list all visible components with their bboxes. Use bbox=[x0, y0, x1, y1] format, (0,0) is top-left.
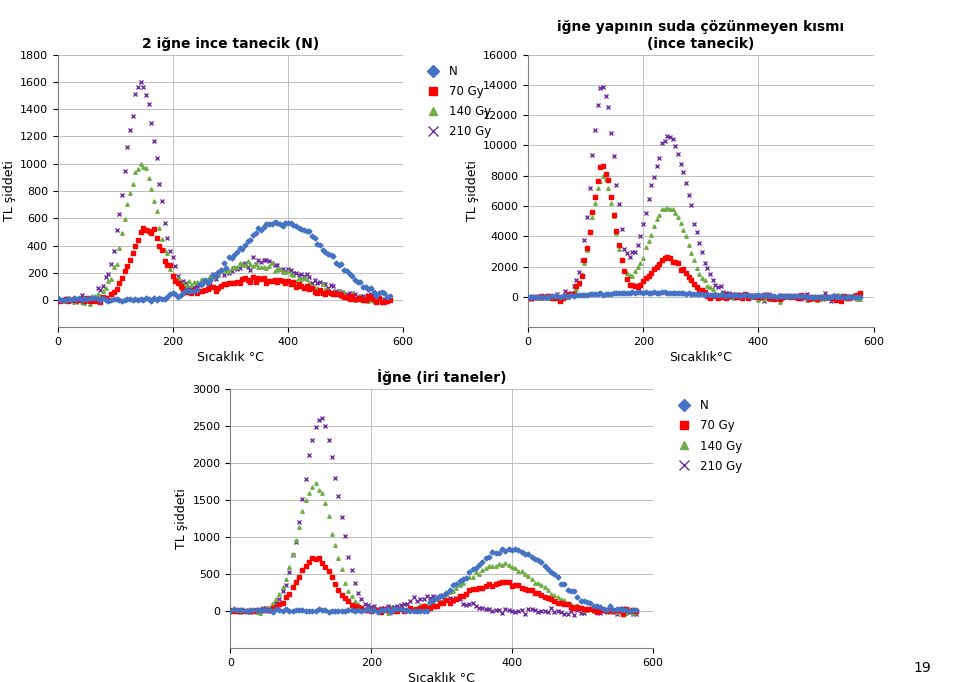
Legend: N, 70 Gy, 140 Gy, 210 Gy: N, 70 Gy, 140 Gy, 210 Gy bbox=[667, 395, 747, 477]
Title: 2 iğne ince tanecik (N): 2 iğne ince tanecik (N) bbox=[142, 37, 319, 50]
Y-axis label: TL şiddeti: TL şiddeti bbox=[466, 160, 479, 222]
Legend: N, 70 Gy, 140 Gy, 210 Gy: N, 70 Gy, 140 Gy, 210 Gy bbox=[416, 61, 496, 143]
X-axis label: Sıcaklık °C: Sıcaklık °C bbox=[408, 672, 475, 682]
Title: iğne yapının suda çözünmeyen kısmı
(ince tanecik): iğne yapının suda çözünmeyen kısmı (ince… bbox=[557, 20, 845, 50]
Text: 19: 19 bbox=[914, 661, 931, 675]
X-axis label: Sıcaklık°C: Sıcaklık°C bbox=[669, 351, 732, 364]
X-axis label: Sıcaklık °C: Sıcaklık °C bbox=[197, 351, 264, 364]
Title: İğne (iri taneler): İğne (iri taneler) bbox=[377, 369, 506, 385]
Y-axis label: TL şiddeti: TL şiddeti bbox=[176, 488, 188, 549]
Y-axis label: TL şiddeti: TL şiddeti bbox=[3, 160, 15, 222]
